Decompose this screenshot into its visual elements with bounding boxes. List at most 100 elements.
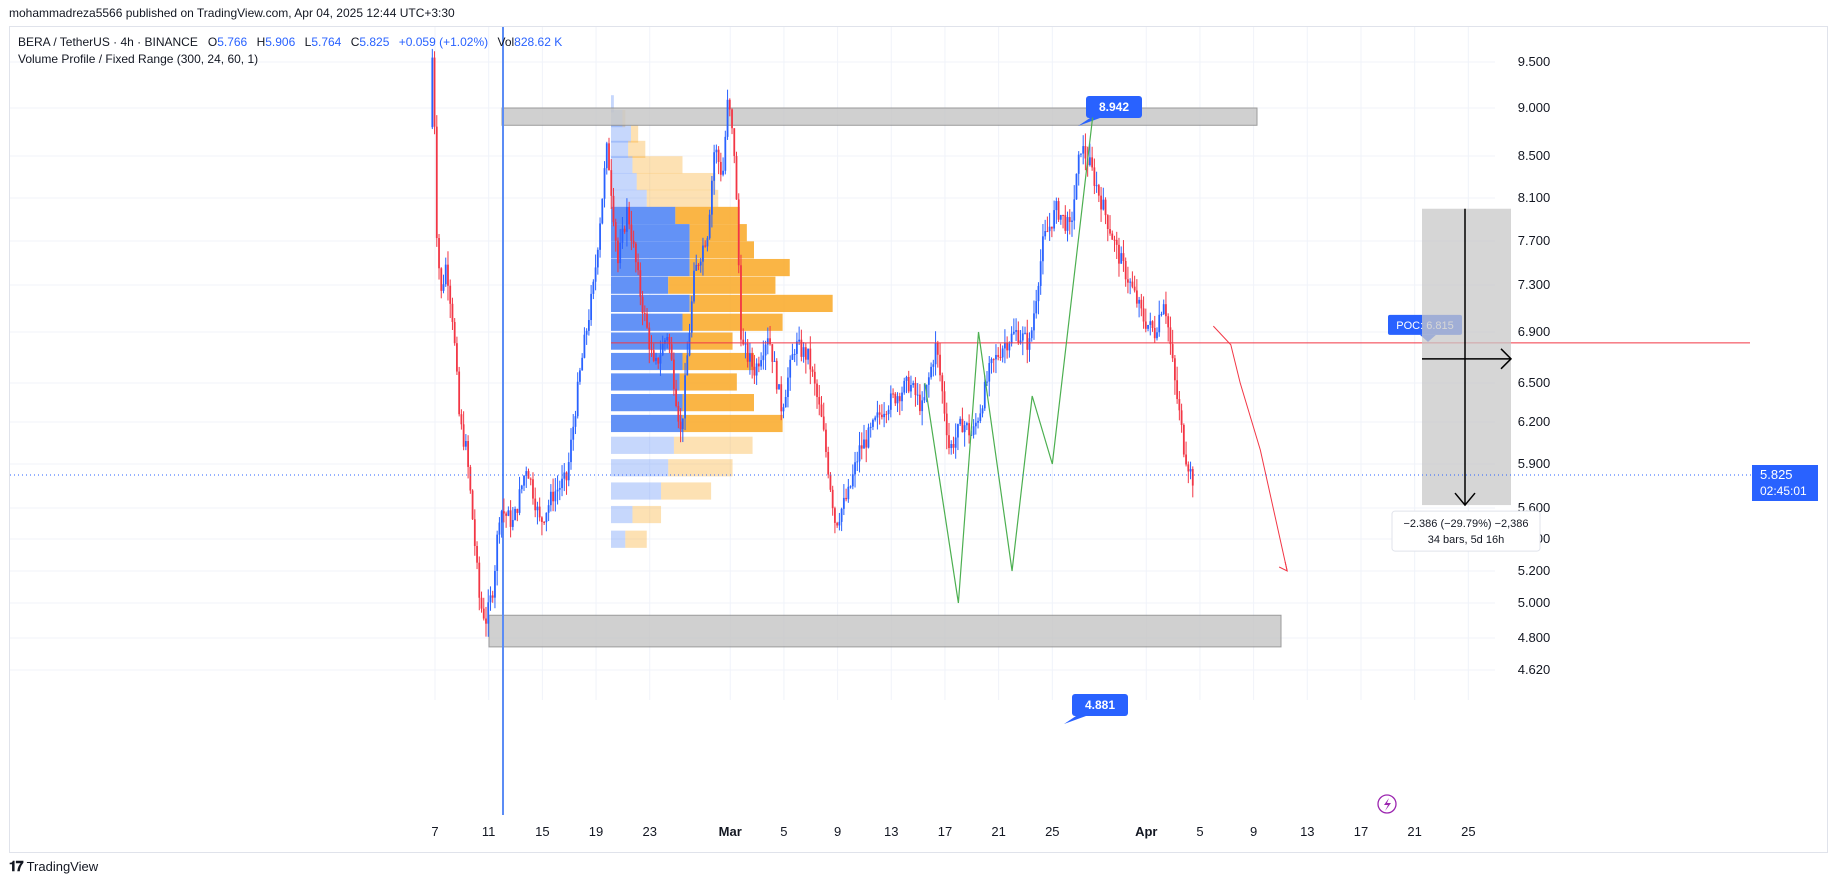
candle-body bbox=[818, 397, 821, 405]
candle-body bbox=[780, 384, 783, 412]
bearish-projection-path bbox=[1212, 325, 1288, 572]
measure-box bbox=[1422, 208, 1511, 506]
candle-body bbox=[666, 336, 669, 341]
candle-body bbox=[596, 249, 599, 268]
price-tick-label: 8.500 bbox=[1518, 148, 1551, 163]
price-tick-label: 7.300 bbox=[1518, 277, 1551, 292]
volume-profile-up-bar bbox=[611, 95, 614, 113]
price-tick-label: 6.200 bbox=[1518, 414, 1551, 429]
candle-body bbox=[1131, 281, 1134, 287]
candle-body bbox=[907, 376, 910, 392]
symbol-label[interactable]: BERA / TetherUS · 4h · BINANCE bbox=[18, 35, 198, 49]
candle-body bbox=[708, 214, 711, 239]
candle-body bbox=[1176, 380, 1179, 400]
candle-body bbox=[608, 143, 610, 171]
candle-body bbox=[1111, 233, 1114, 240]
candle-body bbox=[525, 471, 528, 476]
candle-body bbox=[894, 393, 897, 404]
candle-body bbox=[903, 380, 906, 393]
candle-body bbox=[634, 243, 637, 263]
candle-body bbox=[965, 423, 968, 426]
candle-body bbox=[733, 128, 736, 157]
price-tick-label: 9.500 bbox=[1518, 54, 1551, 69]
candle-body bbox=[576, 381, 579, 417]
candle-body bbox=[787, 377, 789, 398]
candle-body bbox=[590, 293, 593, 321]
candle-body bbox=[458, 371, 461, 415]
candle-body bbox=[1180, 410, 1183, 425]
candle-body bbox=[697, 264, 700, 266]
candle-body bbox=[1153, 327, 1156, 339]
candle-body bbox=[485, 618, 487, 624]
candle-body bbox=[954, 437, 957, 448]
time-tick-label: 7 bbox=[431, 824, 438, 839]
candle-body bbox=[959, 418, 962, 425]
candle-body bbox=[1151, 321, 1154, 328]
chart-legend: BERA / TetherUS · 4h · BINANCE O5.766 H5… bbox=[18, 34, 568, 68]
candle-body bbox=[592, 281, 595, 294]
candle-body bbox=[865, 439, 868, 448]
candle-body bbox=[554, 491, 557, 502]
candle-body bbox=[657, 357, 660, 364]
candle-body bbox=[941, 375, 944, 392]
candle-body bbox=[820, 404, 823, 417]
zone-label-box bbox=[1072, 694, 1128, 716]
candle-body bbox=[652, 350, 655, 361]
vol-value: 828.62 K bbox=[514, 35, 563, 49]
countdown-text: 02:45:01 bbox=[1760, 484, 1807, 498]
volume-profile-down-bar bbox=[631, 125, 639, 143]
candle-body bbox=[737, 199, 740, 266]
candle-body bbox=[668, 336, 671, 345]
candle-body bbox=[939, 354, 941, 376]
volume-profile-up-bar bbox=[611, 482, 662, 500]
candle-body bbox=[775, 360, 778, 390]
candle-body bbox=[567, 462, 570, 481]
candle-body bbox=[876, 412, 879, 418]
candle-body bbox=[1037, 285, 1040, 302]
candle-body bbox=[1066, 217, 1069, 231]
volume-profile-up-bar bbox=[611, 530, 626, 548]
candle-body bbox=[751, 353, 754, 367]
candle-body bbox=[570, 439, 572, 463]
candle-body bbox=[1028, 338, 1031, 350]
current-price-box bbox=[1752, 465, 1818, 501]
candle-body bbox=[834, 508, 836, 523]
footer-brand[interactable]: 𝟏𝟕 TradingView bbox=[9, 858, 98, 875]
indicator-label[interactable]: Volume Profile / Fixed Range (300, 24, 6… bbox=[18, 52, 259, 66]
price-tick-label: 5.200 bbox=[1518, 563, 1551, 578]
candle-body bbox=[552, 491, 554, 502]
candle-body bbox=[811, 369, 814, 372]
candle-body bbox=[872, 419, 874, 427]
candle-body bbox=[867, 427, 870, 448]
candle-body bbox=[507, 510, 510, 516]
candle-body bbox=[511, 519, 514, 527]
candle-body bbox=[854, 462, 856, 475]
candle-body bbox=[885, 413, 888, 415]
candle-body bbox=[858, 445, 861, 462]
candle-body bbox=[1026, 332, 1029, 350]
candle-body bbox=[1071, 220, 1073, 222]
low-label: L bbox=[304, 35, 312, 49]
candle-body bbox=[1097, 185, 1100, 196]
candle-body bbox=[621, 228, 624, 243]
candle-body bbox=[952, 443, 955, 448]
candle-body bbox=[1093, 167, 1096, 186]
candle-body bbox=[1140, 299, 1143, 309]
candle-body bbox=[807, 348, 809, 360]
tradingview-logo-icon: 𝟏𝟕 bbox=[9, 858, 24, 874]
candle-body bbox=[617, 240, 619, 264]
candle-body bbox=[605, 143, 608, 169]
volume-profile bbox=[611, 95, 833, 548]
candle-body bbox=[1127, 279, 1129, 283]
volume-profile-down-bar bbox=[689, 258, 790, 277]
candle-body bbox=[1021, 333, 1024, 341]
time-tick-label: Mar bbox=[719, 824, 742, 839]
candle-body bbox=[1046, 231, 1049, 233]
volume-profile-down-bar bbox=[682, 394, 754, 412]
volume-profile-down-bar bbox=[625, 530, 647, 548]
candle-body bbox=[1044, 231, 1047, 237]
zone-label-text: 4.881 bbox=[1085, 698, 1115, 712]
volume-profile-down-bar bbox=[689, 332, 733, 350]
candle-body bbox=[1091, 157, 1094, 168]
